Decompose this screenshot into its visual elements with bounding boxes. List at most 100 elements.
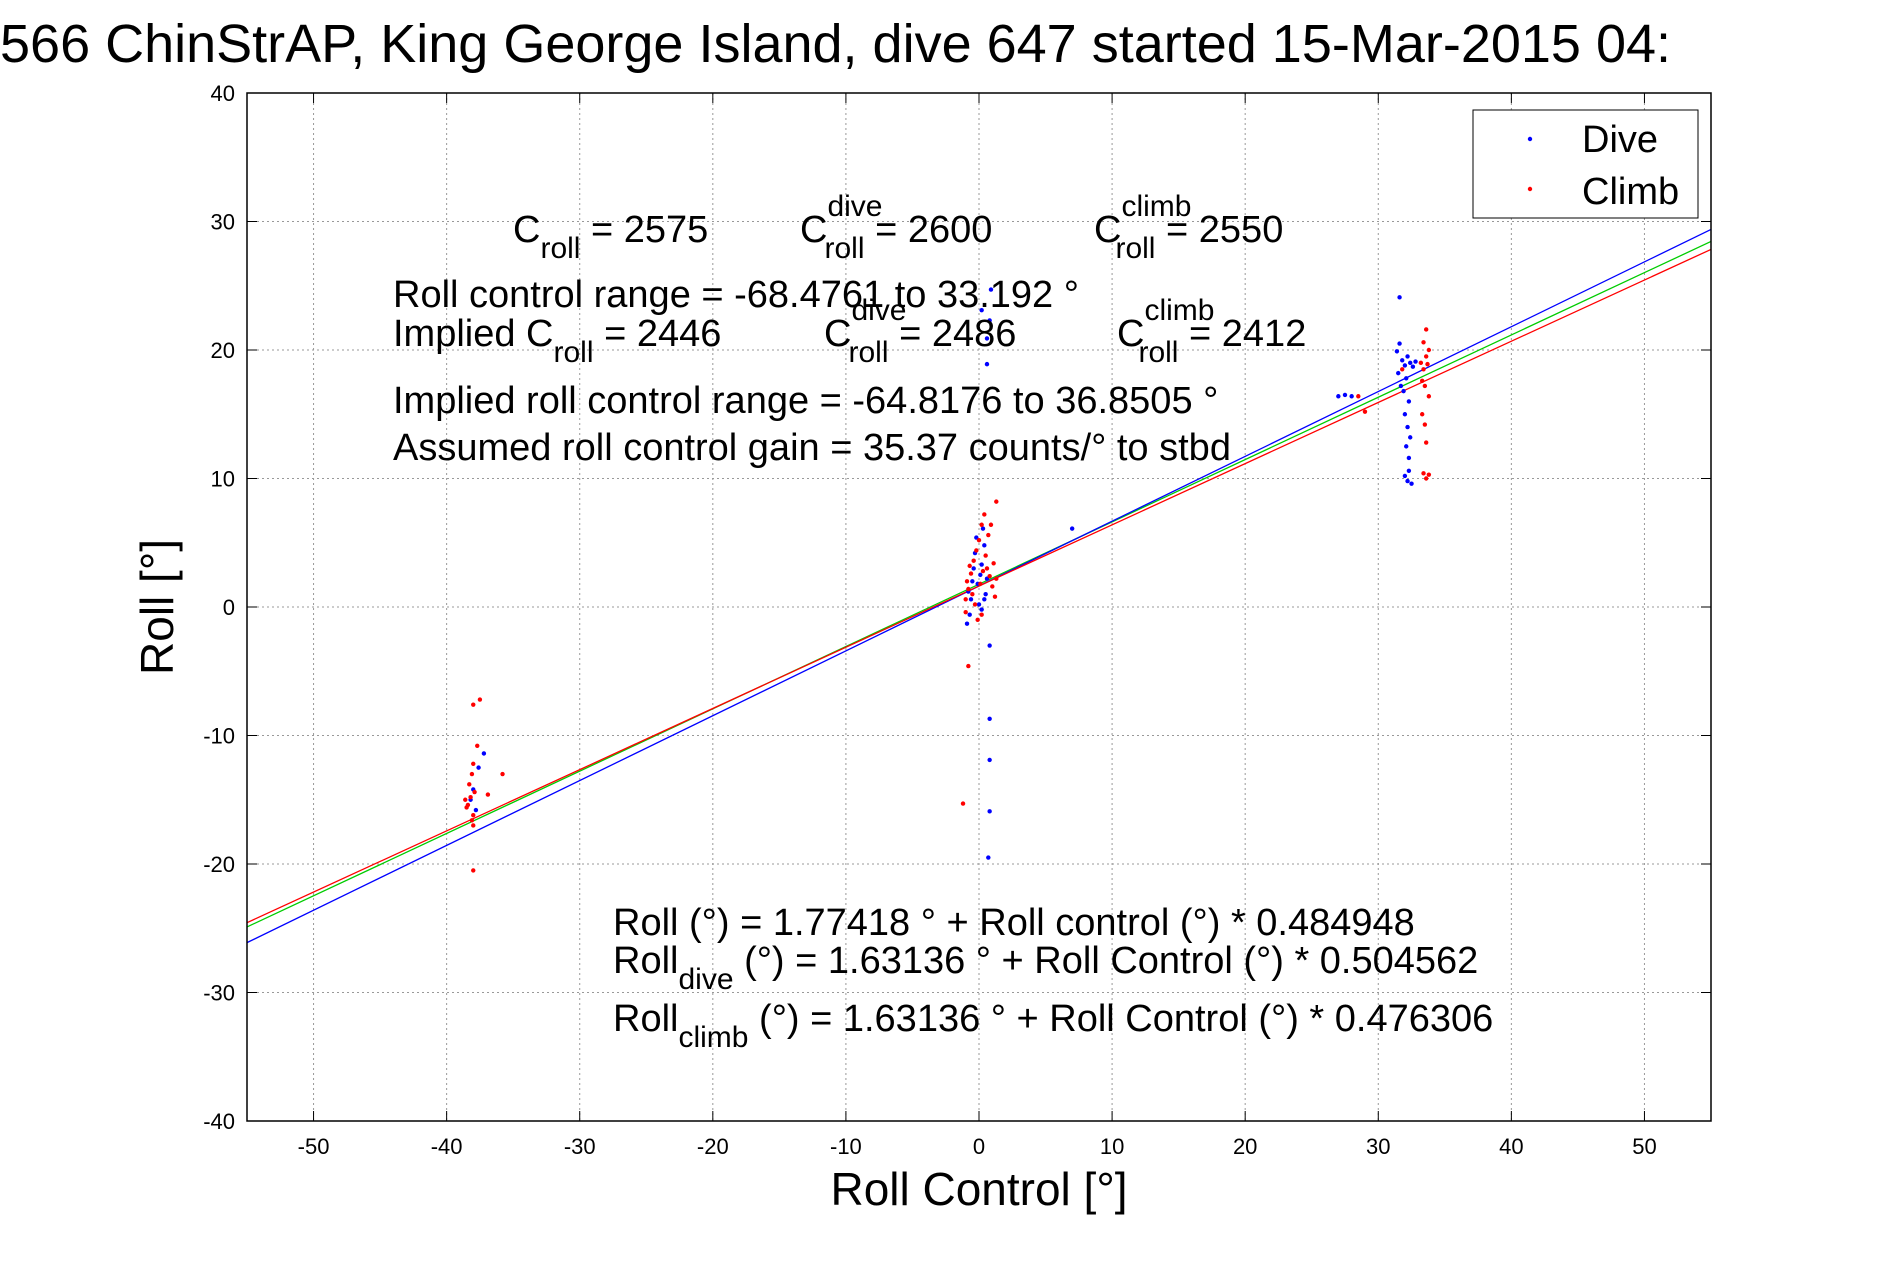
data-point xyxy=(967,612,972,617)
data-point xyxy=(964,579,970,584)
data-point xyxy=(464,805,469,810)
grid-lines xyxy=(247,92,1711,1122)
roll-dive-equation-text: Rolldive (°) = 1.63136 ° + Roll Control … xyxy=(613,940,1478,996)
data-point xyxy=(471,761,476,766)
data-point xyxy=(963,609,968,615)
data-point xyxy=(471,702,476,707)
data-point xyxy=(960,801,966,806)
x-tick-label: 50 xyxy=(1632,1134,1656,1159)
data-point xyxy=(983,553,988,558)
data-point xyxy=(1404,444,1409,449)
data-point xyxy=(1423,476,1429,481)
data-point xyxy=(1419,378,1425,384)
x-tick-label: 40 xyxy=(1499,1134,1523,1159)
data-point xyxy=(984,566,990,571)
legend: Dive Climb xyxy=(1472,109,1699,219)
data-point xyxy=(980,568,986,574)
data-point xyxy=(988,522,994,527)
plot-title: 566 ChinStrAP, King George Island, dive … xyxy=(0,14,1671,74)
data-point xyxy=(481,751,487,756)
data-point xyxy=(1425,361,1430,367)
data-point xyxy=(975,617,980,623)
data-point xyxy=(983,591,988,597)
y-tick-label: -10 xyxy=(203,724,235,749)
data-point xyxy=(1405,424,1410,430)
assumed-gain-text: Assumed roll control gain = 35.37 counts… xyxy=(393,427,1231,469)
data-point xyxy=(1408,435,1413,440)
data-point xyxy=(476,765,481,770)
data-point xyxy=(1406,455,1412,461)
y-tick-label: -40 xyxy=(203,1109,235,1134)
data-point xyxy=(1394,349,1400,354)
data-point xyxy=(472,789,477,795)
fit-line xyxy=(246,248,1712,924)
data-point xyxy=(974,548,979,553)
data-point xyxy=(1406,468,1412,473)
data-point xyxy=(1398,383,1404,389)
data-point xyxy=(978,581,983,587)
data-point xyxy=(1410,364,1416,369)
data-point xyxy=(1069,526,1075,531)
calibration-annotations: Croll = 2575 Cdive roll = 2600 Cclimb roll… xyxy=(393,190,1493,1054)
y-tick-label: 0 xyxy=(223,595,235,620)
data-point xyxy=(987,757,992,763)
data-point xyxy=(1400,367,1405,372)
data-point xyxy=(1413,359,1418,364)
legend-climb-label: Climb xyxy=(1582,171,1679,213)
x-tick-label: -10 xyxy=(830,1134,862,1159)
data-point xyxy=(1422,422,1428,427)
data-point xyxy=(979,612,984,617)
data-point xyxy=(970,579,975,584)
data-point xyxy=(976,602,982,607)
data-point xyxy=(978,572,983,578)
data-point xyxy=(982,597,987,602)
data-point xyxy=(1400,358,1405,363)
data-point xyxy=(986,855,991,860)
x-tick-label: 30 xyxy=(1366,1134,1390,1159)
data-point xyxy=(1404,376,1409,381)
data-point xyxy=(1423,327,1429,332)
data-point xyxy=(1401,388,1406,394)
data-point xyxy=(980,526,986,531)
data-point xyxy=(471,823,476,828)
data-point xyxy=(982,512,987,517)
data-point xyxy=(991,561,996,566)
data-point xyxy=(967,563,972,569)
data-point xyxy=(964,621,970,626)
data-point xyxy=(979,562,984,567)
c-roll-climb-text: Cclimb roll = 2550 xyxy=(1094,190,1283,265)
data-point xyxy=(987,643,992,648)
data-point xyxy=(1423,440,1429,445)
data-point xyxy=(463,797,468,802)
y-axis-ticks: -40 -30 -20 -10 0 10 20 30 40 xyxy=(203,81,1711,1134)
data-point xyxy=(475,743,480,748)
data-point xyxy=(471,812,476,818)
data-point xyxy=(979,307,984,313)
x-tick-label: 0 xyxy=(973,1134,985,1159)
data-point xyxy=(968,571,974,576)
data-point xyxy=(485,792,491,797)
data-point xyxy=(984,336,990,341)
legend-dive-label: Dive xyxy=(1582,119,1658,161)
data-point xyxy=(990,584,995,589)
data-point xyxy=(987,573,992,579)
data-point xyxy=(500,771,505,777)
y-tick-label: 20 xyxy=(211,338,235,363)
implied-c-climb-text: Cclimb roll = 2412 xyxy=(1117,294,1306,369)
roll-equation-text: Roll (°) = 1.77418 ° + Roll control (°) … xyxy=(613,902,1415,944)
roll-control-range-text: Roll control range = -68.4761 to 33.192 … xyxy=(393,274,1079,316)
x-axis-label: Roll Control [°] xyxy=(830,1163,1127,1215)
c-roll-text: Croll = 2575 xyxy=(513,209,708,265)
legend-climb-marker xyxy=(1527,186,1533,192)
data-point xyxy=(1397,341,1402,346)
data-point xyxy=(1402,473,1408,479)
data-point xyxy=(1408,360,1413,366)
data-point xyxy=(988,287,994,292)
data-point xyxy=(987,318,992,323)
data-point xyxy=(1349,394,1354,399)
data-point xyxy=(1409,481,1414,486)
data-point xyxy=(468,794,473,800)
x-tick-label: 10 xyxy=(1100,1134,1124,1159)
data-point xyxy=(963,597,968,602)
